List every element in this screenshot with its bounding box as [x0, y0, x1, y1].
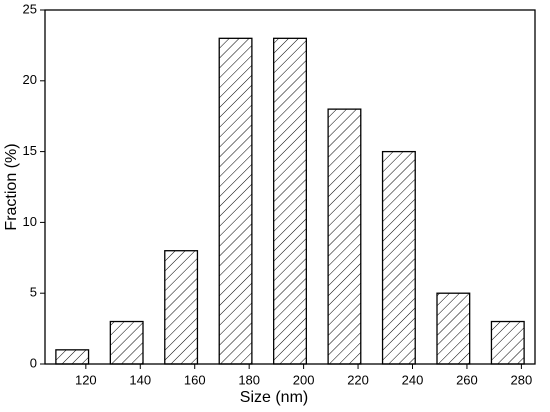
x-tick-label: 280 — [511, 372, 533, 387]
y-tick-label: 25 — [23, 1, 37, 16]
x-tick-label: 160 — [184, 372, 206, 387]
y-axis-title: Fraction (%) — [3, 143, 20, 230]
y-tick-label: 10 — [23, 214, 37, 229]
y-tick-label: 20 — [23, 72, 37, 87]
bar — [273, 37, 307, 365]
bar — [327, 108, 362, 365]
bar — [218, 37, 253, 365]
bar — [381, 150, 416, 365]
bar — [490, 320, 525, 365]
x-tick-label: 260 — [456, 372, 478, 387]
bar — [55, 349, 90, 365]
x-tick-label: 180 — [238, 372, 260, 387]
bar — [164, 250, 199, 365]
y-tick-label: 15 — [23, 143, 37, 158]
bar — [436, 292, 471, 365]
x-tick-label: 140 — [129, 372, 151, 387]
x-axis-title: Size (nm) — [240, 389, 308, 406]
x-tick-label: 120 — [75, 372, 97, 387]
x-tick-label: 200 — [293, 372, 315, 387]
x-tick-label: 240 — [402, 372, 424, 387]
y-tick-label: 5 — [30, 285, 37, 300]
x-tick-label: 220 — [347, 372, 369, 387]
y-tick-label: 0 — [30, 355, 37, 370]
bar — [109, 320, 144, 365]
plot-frame — [44, 9, 536, 365]
